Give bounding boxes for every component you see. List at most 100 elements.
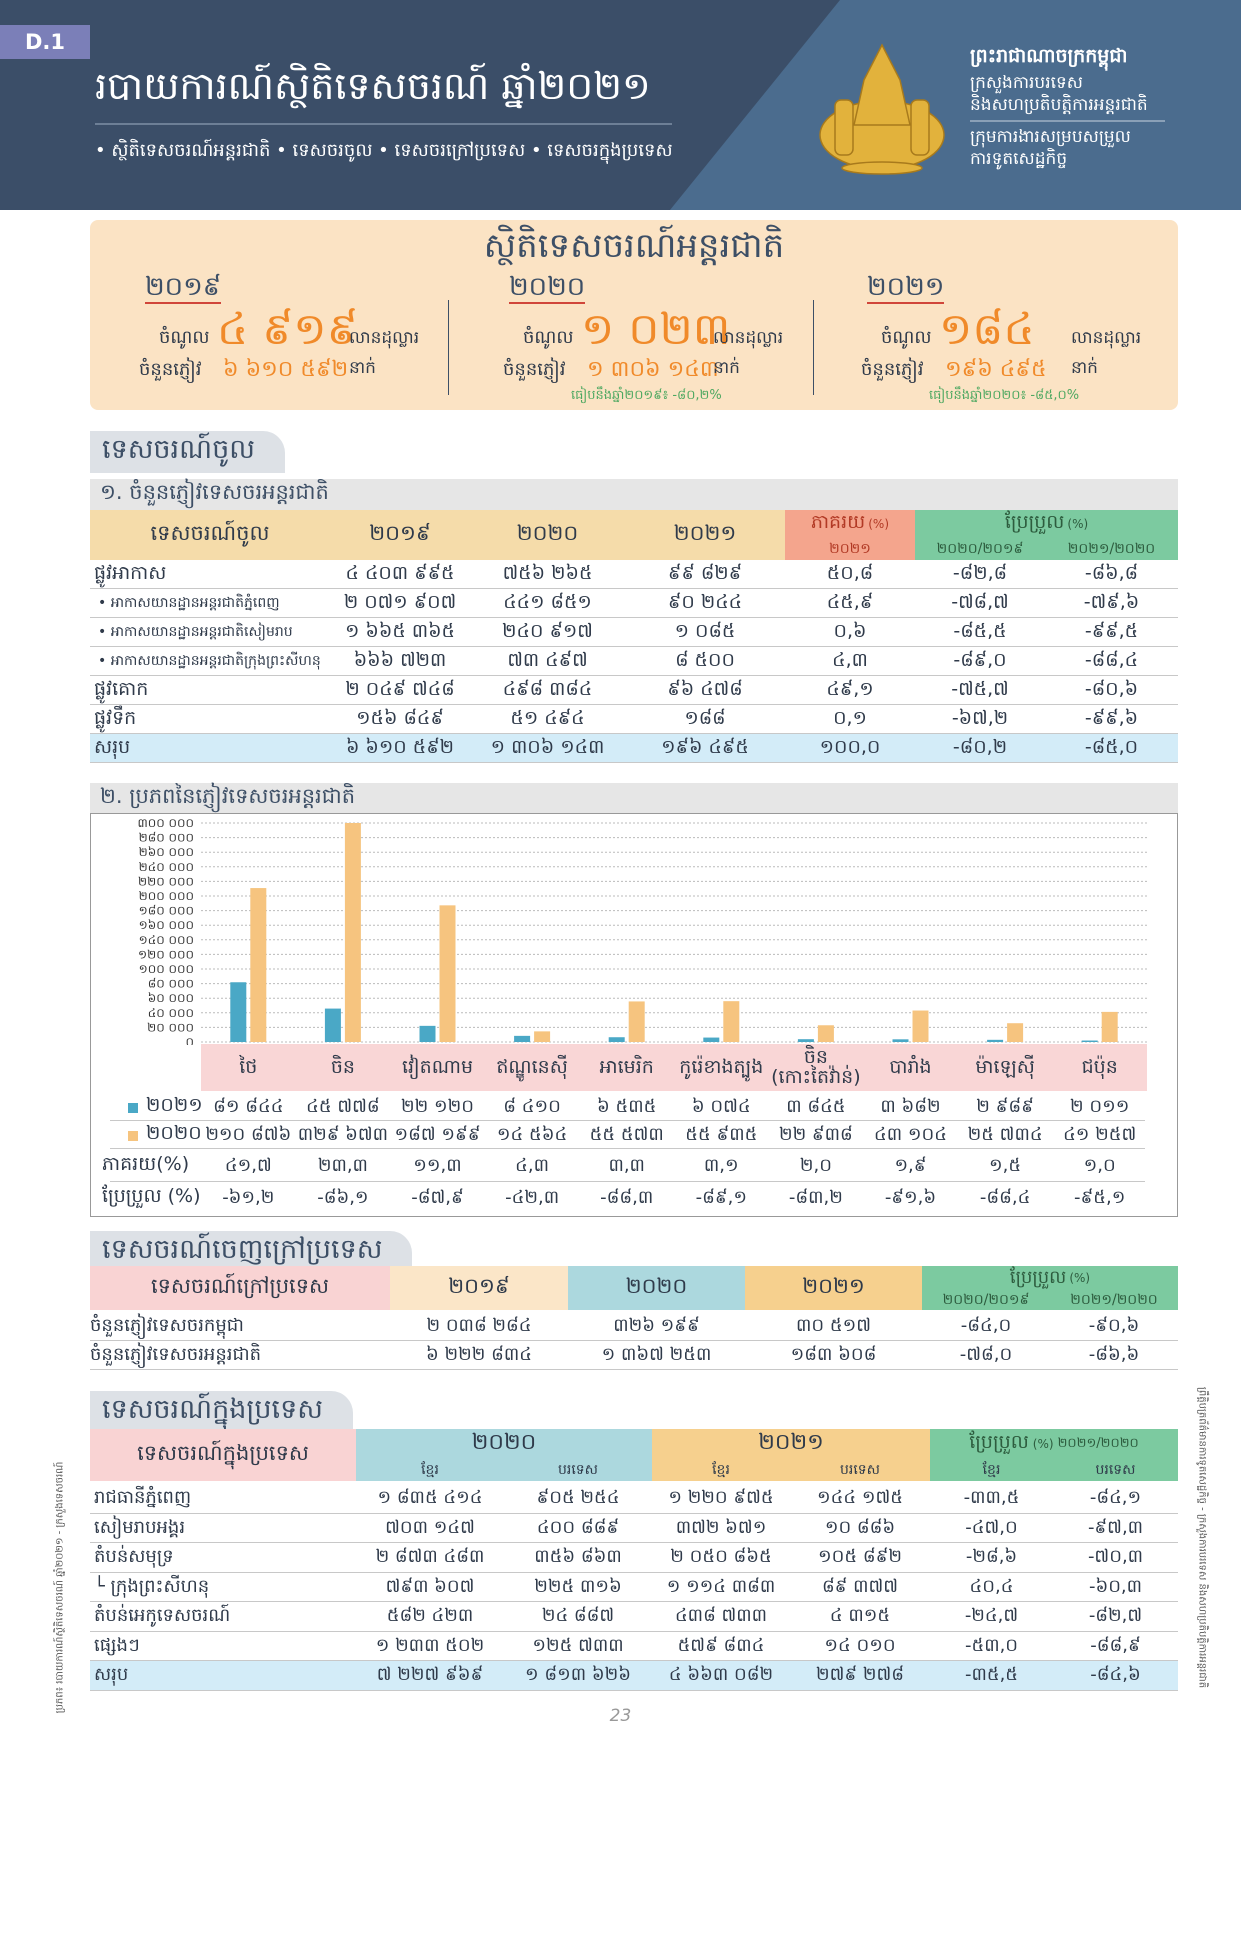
data-label: ៤១ ២៥៧	[1063, 1123, 1137, 1145]
table-value: ៥១ ៤៩៤	[510, 706, 585, 729]
data-label: ២២ ១២០	[401, 1095, 474, 1117]
total-row	[90, 734, 1178, 763]
table-value: ៥៧៩ ៨៣៤	[677, 1634, 765, 1656]
row-label: ចំនួនភ្ញៀវទេសចរអន្តរជាតិ	[90, 1344, 262, 1365]
table-value: ៣,១	[703, 1154, 739, 1176]
y-tick-label: ៤០ ០០០	[148, 1006, 194, 1020]
data-label: ១៨៧ ១៩៩	[394, 1123, 481, 1145]
chart-frame	[90, 813, 1178, 1217]
bar	[1101, 1011, 1118, 1042]
row-rule	[90, 762, 1178, 763]
table-value: ៤ ៣១៥	[829, 1605, 891, 1626]
y-tick-label: ១៤០ ០០០	[139, 933, 194, 947]
visitors-unit: នាក់	[1071, 358, 1098, 378]
row-label: សៀមរាបអង្គរ	[94, 1516, 186, 1538]
table-value: ៧០៣ ១៤៧	[385, 1516, 475, 1538]
bar	[608, 1037, 625, 1042]
table-value: -៨៤,០	[960, 1315, 1012, 1336]
bar	[1007, 1023, 1024, 1042]
table-value: ២ ០៥០ ៨៦៥	[670, 1546, 772, 1567]
data-label: ១៤ ៥៦៤	[496, 1123, 568, 1145]
table-value: ២២៥ ៣១៦	[534, 1575, 622, 1597]
table-value: ១០ ៨៨៦	[824, 1516, 896, 1538]
table-value: -៨០,២	[952, 735, 1008, 758]
row-label: • អាកាសយានដ្ឋានអន្តរជាតិក្រុងព្រះសីហនុ	[98, 653, 321, 669]
row-label: ផ្លូវអាកាស	[94, 561, 167, 584]
row-label: ផ្សេងៗ	[94, 1634, 140, 1656]
table-value: -៩៧,៣	[1087, 1516, 1144, 1538]
table-value: -៩៥,១	[1074, 1186, 1126, 1208]
row-rule	[90, 646, 1178, 647]
table-value: ៤ ៦៦៣ ០៨២	[668, 1664, 774, 1685]
bar	[344, 823, 361, 1042]
change-period: ២០២១/២០២០	[1050, 1290, 1178, 1310]
table-value: -៨៦,១	[317, 1186, 369, 1208]
table-value: -៦១,២	[222, 1186, 275, 1208]
y-tick-label: ២៤០ ០០០	[139, 860, 194, 874]
table-value: -៨៦,៦	[1088, 1344, 1140, 1365]
data-label: ៥៥ ៥៧៣	[589, 1123, 664, 1145]
table-value: ៤,៣	[832, 648, 868, 671]
x-tick-label: ថៃ	[239, 1055, 258, 1078]
data-label: ២៥ ៧៣៤	[967, 1123, 1043, 1145]
bar	[797, 1039, 814, 1042]
table-value: ០,១	[833, 706, 867, 729]
table-value: ១៥៦ ៨៤៩	[356, 706, 444, 729]
table-value: ៩០៥ ២៥៤	[536, 1487, 620, 1508]
data-label: ២១០ ៨៧៦	[205, 1123, 292, 1145]
revenue-label: ចំណូល	[159, 327, 210, 348]
table-value: ៤១,៧	[224, 1154, 272, 1176]
table-value: -៣៣,៥	[963, 1487, 1020, 1508]
x-tick-label: វៀតណាម	[401, 1055, 474, 1078]
table-value: ១ ១១៤ ៣៨៣	[666, 1575, 776, 1597]
bar	[534, 1031, 551, 1042]
summary-year: ២០២០	[509, 272, 586, 304]
table-value: ៩០ ២៤៤	[667, 590, 743, 613]
legend-swatch	[128, 1103, 138, 1113]
table-value: -៨០,៦	[1084, 677, 1139, 700]
visitors-label: ចំនួនភ្ញៀវ	[861, 359, 924, 380]
row-rule	[90, 733, 1178, 734]
table-value: ៣,៣	[608, 1154, 645, 1176]
data-label: ៦ ០៧៤	[691, 1095, 751, 1117]
table-value: ១ ៣០៦ ១៤៣	[490, 735, 605, 758]
table-value: ១ ៣៦៧ ២៥៣	[601, 1344, 712, 1365]
table-value: -៩៩,៥	[1084, 619, 1139, 642]
y-tick-label: ៨០ ០០០	[148, 977, 194, 991]
unit-line: ការទូតសេដ្ឋកិច្ច	[970, 149, 1068, 169]
table-value: -៨៥,៥	[953, 619, 1007, 642]
y-tick-label: ២៦០ ០០០	[139, 845, 194, 859]
table-value: -៨៧,៩	[411, 1186, 464, 1208]
row-label: ភាគរយ(%)	[102, 1153, 190, 1175]
y-tick-label: ៣០០ ០០០	[137, 816, 194, 830]
revenue-value: ១ ០២៣	[581, 304, 731, 355]
table-value: ១៤ ០១០	[824, 1634, 896, 1656]
table-value: -៩៩,៦	[1084, 706, 1139, 729]
label-text: ប្រែប្រួល	[1004, 511, 1065, 533]
page-number: 23	[609, 1706, 632, 1726]
table-value: -៣៥,៥	[964, 1664, 1019, 1685]
y-tick-label: ១៨០ ០០០	[139, 904, 194, 918]
row-rule	[90, 1340, 1178, 1341]
table-value: ២,០	[799, 1154, 832, 1176]
y-tick-label: ២២០ ០០០	[138, 874, 194, 888]
table-value: -៨៤,១	[1089, 1487, 1142, 1508]
row-rule	[110, 1181, 1145, 1182]
bar	[250, 888, 267, 1042]
table-value: ១ ២២០ ៩៧៥	[668, 1487, 774, 1508]
label-text: ប្រែប្រួល	[1009, 1266, 1067, 1288]
data-label: ៤៣ ១០៤	[874, 1123, 947, 1145]
share-header: ភាគរយ (%)	[785, 510, 915, 538]
chart-title: ២. ប្រភពនៃភ្ញៀវទេសចរអន្តរជាតិ	[90, 783, 1178, 814]
revenue-label: ចំណូល	[881, 327, 932, 348]
kingdom-name: ព្រះរាជាណាចក្រកម្ពុជា	[970, 45, 1128, 67]
table-value: ១៨៨	[684, 706, 726, 729]
header-band	[0, 0, 1241, 210]
table-value: ៧៣ ៤៩៧	[507, 648, 588, 671]
row-label: └ ក្រុងព្រះសីហនុ	[94, 1575, 210, 1597]
x-tick-label: ជប៉ុន	[1081, 1055, 1118, 1078]
table-value: -៧៥,៧	[951, 677, 1009, 700]
row-label: ប្រែប្រួល (%)	[102, 1185, 201, 1207]
bar	[628, 1001, 645, 1042]
